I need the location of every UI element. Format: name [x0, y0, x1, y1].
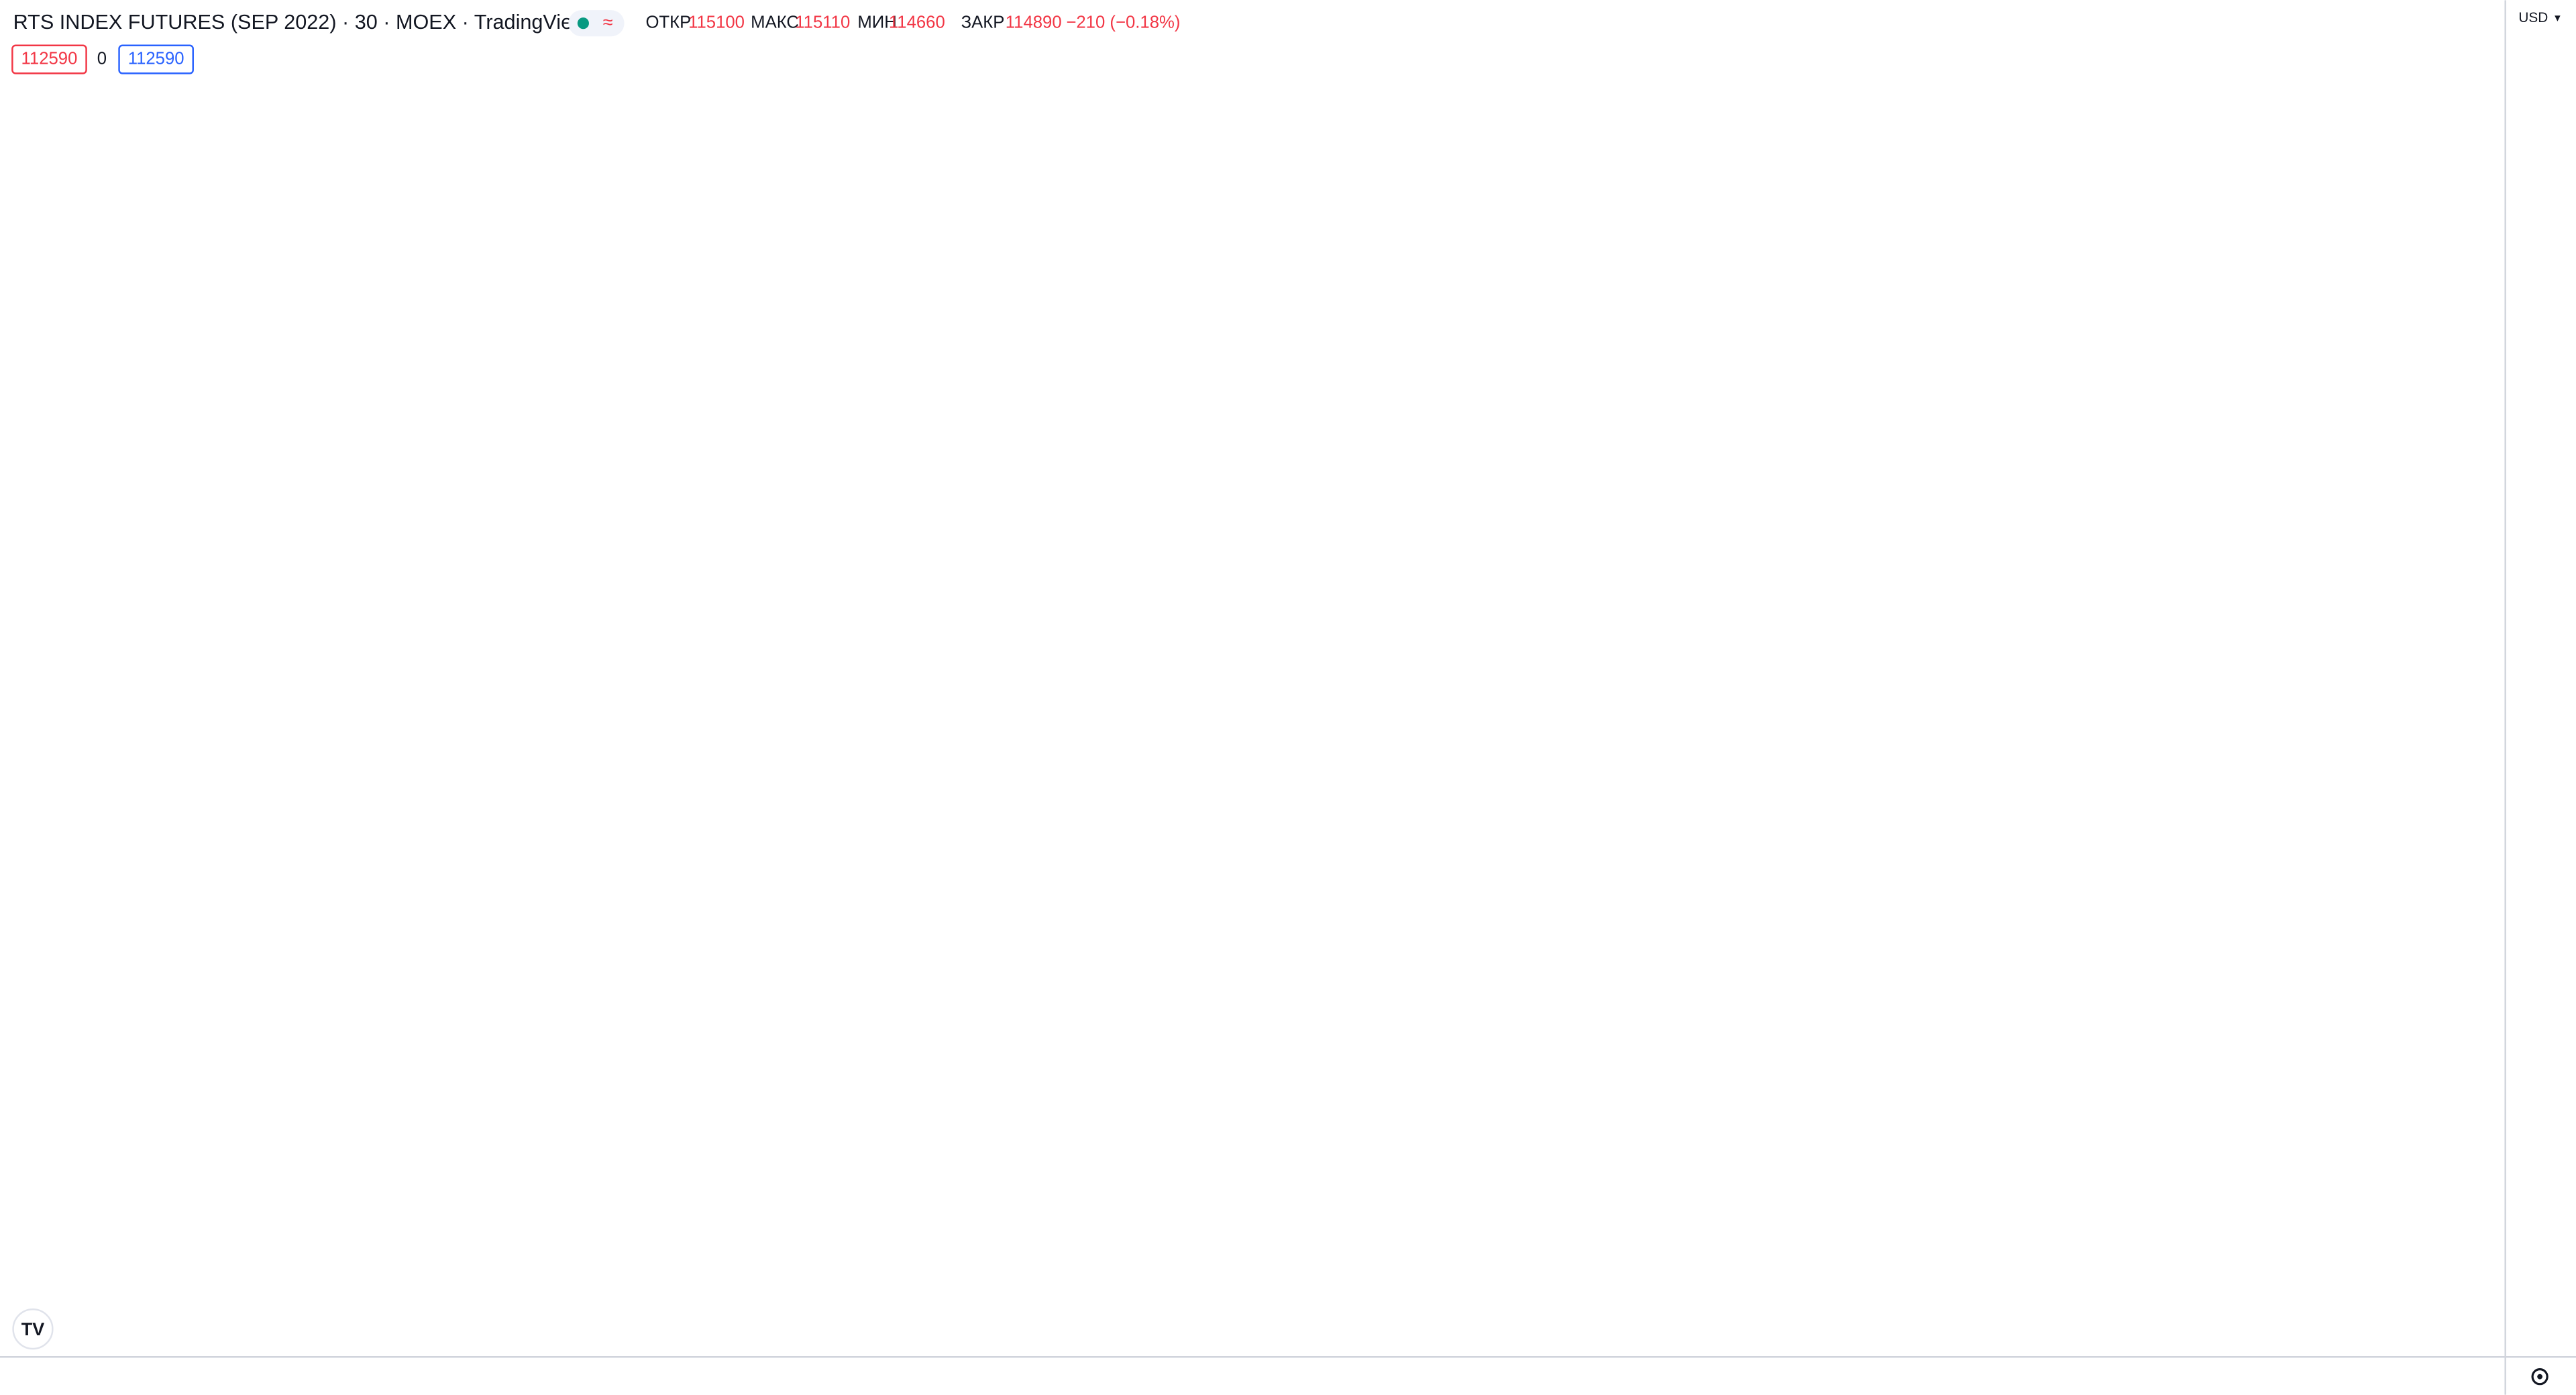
status-pill[interactable]: [568, 10, 625, 37]
sell-price: 112590: [21, 49, 78, 68]
currency-caret[interactable]: ▾: [2555, 11, 2561, 24]
open-value: 115100: [688, 13, 745, 32]
market-status-dot: [577, 17, 589, 30]
logo-badge[interactable]: [12, 1308, 54, 1350]
high-value: 115110: [795, 13, 850, 32]
open-label: ОТКР: [645, 13, 691, 32]
gear-ring: [2531, 1368, 2548, 1386]
buy-price: 112590: [128, 49, 184, 68]
low-value: 114660: [889, 13, 945, 32]
low-label: МИН: [857, 13, 896, 32]
high-label: МАКС: [751, 13, 799, 32]
change-value: −210 (−0.18%): [1066, 13, 1180, 32]
settings-gear[interactable]: [2531, 1368, 2548, 1386]
spread: 0: [97, 49, 107, 68]
delay-icon: ≈: [603, 12, 613, 32]
chart-title: RTS INDEX FUTURES (SEP 2022) · 30 · MOEX…: [13, 11, 588, 34]
tradingview-logo[interactable]: TV: [12, 1308, 54, 1350]
close-label: ЗАКР: [961, 13, 1005, 32]
close-value: 114890: [1006, 13, 1062, 32]
buy-button[interactable]: [118, 44, 194, 74]
logo-mark: TV: [21, 1319, 44, 1339]
gear-hub: [2537, 1374, 2543, 1380]
sell-button[interactable]: [11, 44, 87, 74]
currency-label[interactable]: USD: [2518, 10, 2548, 25]
